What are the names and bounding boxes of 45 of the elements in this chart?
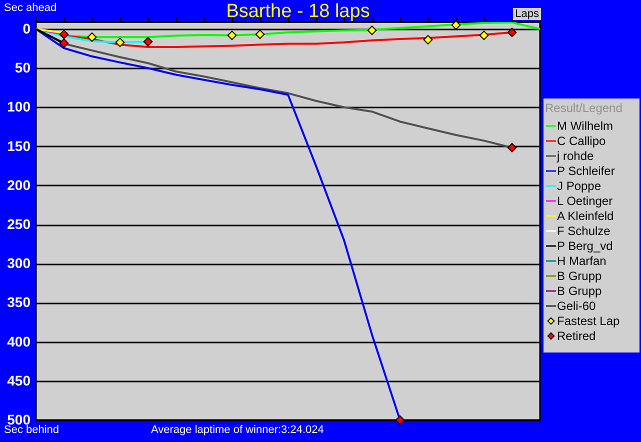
text: Average laptime of winner:3:24.024: [151, 424, 324, 436]
point: [479, 30, 489, 40]
legend-label: M Wilhelm: [557, 119, 613, 133]
point: [115, 38, 125, 48]
legend-label: J Poppe: [557, 179, 602, 193]
y-tick-label: 350: [7, 294, 31, 310]
legend-label: H Marfan: [557, 254, 606, 268]
point: [143, 37, 153, 46]
y-tick-label: 100: [7, 98, 31, 115]
point: [395, 415, 405, 425]
y-axis-title: Sec ahead: [4, 2, 57, 14]
legend-label: F Schulze: [557, 224, 611, 238]
legend-label: B Grupp: [557, 284, 602, 298]
y-tick-label: 0: [22, 20, 31, 37]
legend-label: A Kleinfeld: [557, 209, 614, 223]
chart-title: Bsarthe - 18 laps: [226, 1, 370, 22]
legend-label: L Oetinger: [557, 194, 613, 208]
legend-label: Fastest Lap: [557, 314, 620, 328]
text: Sec behind: [4, 424, 60, 436]
point: [227, 30, 237, 40]
y-tick-label: 400: [7, 333, 31, 350]
point: [451, 20, 461, 30]
point: [87, 32, 97, 42]
legend-label: Retired: [557, 329, 596, 343]
legend-label: P Schleifer: [557, 164, 615, 178]
legend-title: Result/Legend: [545, 101, 622, 115]
y-tick-label: 50: [14, 60, 31, 76]
point: [423, 35, 433, 44]
y-tick-label: 300: [7, 255, 31, 272]
legend-label: Geli-60: [557, 299, 596, 313]
legend-label: B Grupp: [557, 269, 602, 283]
y-tick-label: 450: [7, 372, 31, 388]
y-tick-label: 150: [7, 138, 31, 154]
point: [59, 30, 69, 40]
point: [367, 26, 377, 36]
point: [59, 38, 69, 48]
y-tick-label: 200: [7, 176, 31, 193]
legend-label: P Berg_vd: [557, 239, 613, 253]
legend-label: j rohde: [556, 149, 594, 163]
x-axis-title: Laps: [515, 8, 540, 20]
point: [507, 28, 517, 38]
legend-label: C Callipo: [557, 134, 606, 148]
point: [255, 30, 265, 40]
point: [507, 142, 517, 152]
y-tick-label: 250: [7, 216, 31, 232]
